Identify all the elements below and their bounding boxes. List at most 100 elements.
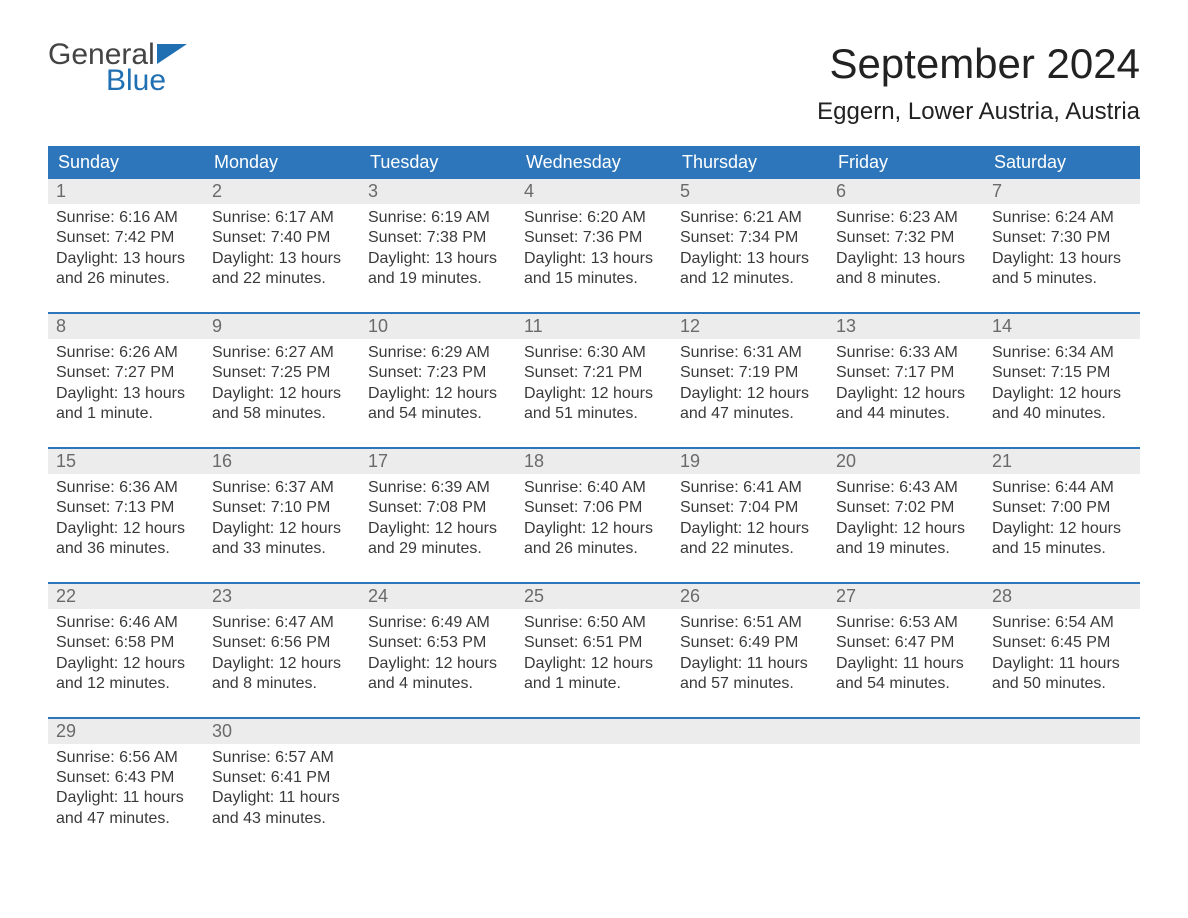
day-sunrise: Sunrise: 6:57 AM <box>212 748 352 768</box>
day-details: Sunrise: 6:33 AMSunset: 7:17 PMDaylight:… <box>828 339 984 425</box>
day-details: Sunrise: 6:21 AMSunset: 7:34 PMDaylight:… <box>672 204 828 290</box>
day-dl1: Daylight: 13 hours <box>680 249 820 269</box>
day-number: 5 <box>672 179 828 204</box>
day-sunset: Sunset: 6:47 PM <box>836 633 976 653</box>
day-number: 29 <box>48 719 204 744</box>
day-dl1: Daylight: 12 hours <box>56 654 196 674</box>
day-sunrise: Sunrise: 6:49 AM <box>368 613 508 633</box>
day-dl2: and 8 minutes. <box>212 674 352 694</box>
day-details: Sunrise: 6:26 AMSunset: 7:27 PMDaylight:… <box>48 339 204 425</box>
day-details <box>828 744 984 834</box>
logo: General Blue <box>48 40 187 96</box>
day-sunset: Sunset: 7:34 PM <box>680 228 820 248</box>
day-sunrise: Sunrise: 6:27 AM <box>212 343 352 363</box>
day-number: 25 <box>516 584 672 609</box>
calendar: Sunday Monday Tuesday Wednesday Thursday… <box>48 146 1140 834</box>
day-details: Sunrise: 6:20 AMSunset: 7:36 PMDaylight:… <box>516 204 672 290</box>
day-sunset: Sunset: 6:51 PM <box>524 633 664 653</box>
day-number: 21 <box>984 449 1140 474</box>
day-dl2: and 58 minutes. <box>212 404 352 424</box>
day-details: Sunrise: 6:19 AMSunset: 7:38 PMDaylight:… <box>360 204 516 290</box>
day-dl1: Daylight: 11 hours <box>992 654 1132 674</box>
day-number: 15 <box>48 449 204 474</box>
calendar-day: 5Sunrise: 6:21 AMSunset: 7:34 PMDaylight… <box>672 179 828 290</box>
day-sunrise: Sunrise: 6:44 AM <box>992 478 1132 498</box>
weekday-header: Wednesday <box>516 146 672 179</box>
day-sunset: Sunset: 7:15 PM <box>992 363 1132 383</box>
day-dl2: and 44 minutes. <box>836 404 976 424</box>
day-dl2: and 54 minutes. <box>836 674 976 694</box>
calendar-week: 22Sunrise: 6:46 AMSunset: 6:58 PMDayligh… <box>48 582 1140 695</box>
day-sunset: Sunset: 6:43 PM <box>56 768 196 788</box>
day-number: 20 <box>828 449 984 474</box>
day-number: 23 <box>204 584 360 609</box>
day-sunset: Sunset: 7:25 PM <box>212 363 352 383</box>
calendar-day: 29Sunrise: 6:56 AMSunset: 6:43 PMDayligh… <box>48 719 204 834</box>
calendar-day <box>360 719 516 834</box>
day-dl2: and 5 minutes. <box>992 269 1132 289</box>
day-sunset: Sunset: 7:40 PM <box>212 228 352 248</box>
day-dl2: and 1 minute. <box>524 674 664 694</box>
day-number: 19 <box>672 449 828 474</box>
calendar-day: 8Sunrise: 6:26 AMSunset: 7:27 PMDaylight… <box>48 314 204 425</box>
day-number: 17 <box>360 449 516 474</box>
day-details <box>516 744 672 834</box>
calendar-day <box>516 719 672 834</box>
day-details: Sunrise: 6:46 AMSunset: 6:58 PMDaylight:… <box>48 609 204 695</box>
day-sunset: Sunset: 6:41 PM <box>212 768 352 788</box>
calendar-day: 25Sunrise: 6:50 AMSunset: 6:51 PMDayligh… <box>516 584 672 695</box>
day-details: Sunrise: 6:50 AMSunset: 6:51 PMDaylight:… <box>516 609 672 695</box>
day-dl1: Daylight: 12 hours <box>992 384 1132 404</box>
calendar-day: 2Sunrise: 6:17 AMSunset: 7:40 PMDaylight… <box>204 179 360 290</box>
day-details: Sunrise: 6:39 AMSunset: 7:08 PMDaylight:… <box>360 474 516 560</box>
logo-text-blue: Blue <box>106 66 187 96</box>
day-sunrise: Sunrise: 6:47 AM <box>212 613 352 633</box>
day-sunrise: Sunrise: 6:39 AM <box>368 478 508 498</box>
calendar-week: 29Sunrise: 6:56 AMSunset: 6:43 PMDayligh… <box>48 717 1140 834</box>
day-dl2: and 29 minutes. <box>368 539 508 559</box>
day-sunrise: Sunrise: 6:43 AM <box>836 478 976 498</box>
day-dl1: Daylight: 12 hours <box>836 384 976 404</box>
day-dl2: and 54 minutes. <box>368 404 508 424</box>
calendar-day: 20Sunrise: 6:43 AMSunset: 7:02 PMDayligh… <box>828 449 984 560</box>
month-title: September 2024 <box>817 40 1140 88</box>
calendar-day: 7Sunrise: 6:24 AMSunset: 7:30 PMDaylight… <box>984 179 1140 290</box>
day-dl2: and 40 minutes. <box>992 404 1132 424</box>
day-dl2: and 36 minutes. <box>56 539 196 559</box>
day-details: Sunrise: 6:49 AMSunset: 6:53 PMDaylight:… <box>360 609 516 695</box>
day-details: Sunrise: 6:47 AMSunset: 6:56 PMDaylight:… <box>204 609 360 695</box>
day-number <box>828 719 984 744</box>
day-sunset: Sunset: 7:02 PM <box>836 498 976 518</box>
day-number: 18 <box>516 449 672 474</box>
day-sunrise: Sunrise: 6:23 AM <box>836 208 976 228</box>
day-dl2: and 47 minutes. <box>56 809 196 829</box>
day-number: 30 <box>204 719 360 744</box>
day-sunrise: Sunrise: 6:21 AM <box>680 208 820 228</box>
day-dl1: Daylight: 12 hours <box>524 384 664 404</box>
calendar-day: 30 Sunrise: 6:57 AMSunset: 6:41 PMDayligh… <box>204 719 360 834</box>
day-dl1: Daylight: 13 hours <box>368 249 508 269</box>
day-sunrise: Sunrise: 6:16 AM <box>56 208 196 228</box>
calendar-week: 15Sunrise: 6:36 AMSunset: 7:13 PMDayligh… <box>48 447 1140 560</box>
day-dl2: and 12 minutes. <box>680 269 820 289</box>
weekday-header: Saturday <box>984 146 1140 179</box>
day-dl2: and 4 minutes. <box>368 674 508 694</box>
day-number: 7 <box>984 179 1140 204</box>
day-sunrise: Sunrise: 6:37 AM <box>212 478 352 498</box>
calendar-day: 21Sunrise: 6:44 AMSunset: 7:00 PMDayligh… <box>984 449 1140 560</box>
day-sunset: Sunset: 7:10 PM <box>212 498 352 518</box>
calendar-day: 13Sunrise: 6:33 AMSunset: 7:17 PMDayligh… <box>828 314 984 425</box>
calendar-day: 1Sunrise: 6:16 AMSunset: 7:42 PMDaylight… <box>48 179 204 290</box>
day-dl1: Daylight: 11 hours <box>212 788 352 808</box>
day-details: Sunrise: 6:30 AMSunset: 7:21 PMDaylight:… <box>516 339 672 425</box>
calendar-day: 14Sunrise: 6:34 AMSunset: 7:15 PMDayligh… <box>984 314 1140 425</box>
day-number: 22 <box>48 584 204 609</box>
day-sunset: Sunset: 7:13 PM <box>56 498 196 518</box>
day-details: Sunrise: 6:31 AMSunset: 7:19 PMDaylight:… <box>672 339 828 425</box>
day-sunset: Sunset: 6:56 PM <box>212 633 352 653</box>
day-dl1: Daylight: 12 hours <box>368 654 508 674</box>
day-details: Sunrise: 6:24 AMSunset: 7:30 PMDaylight:… <box>984 204 1140 290</box>
calendar-week: 8Sunrise: 6:26 AMSunset: 7:27 PMDaylight… <box>48 312 1140 425</box>
day-sunset: Sunset: 7:36 PM <box>524 228 664 248</box>
day-details: Sunrise: 6:54 AMSunset: 6:45 PMDaylight:… <box>984 609 1140 695</box>
